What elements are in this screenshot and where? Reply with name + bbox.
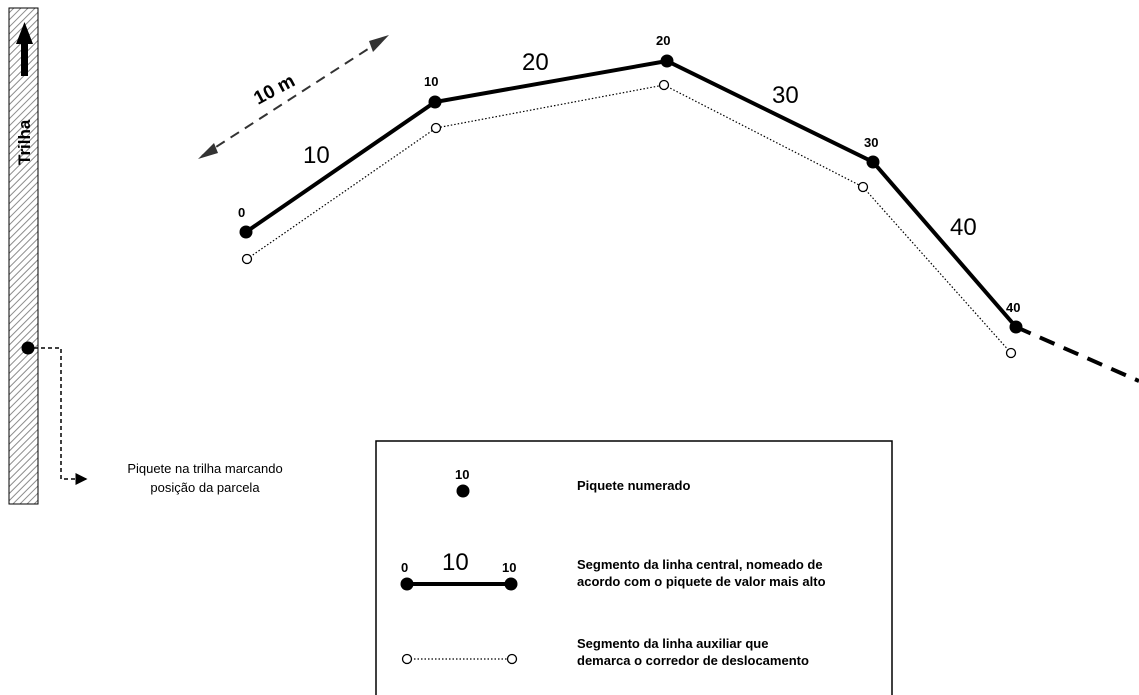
stake-label: 40 (1006, 300, 1020, 315)
trail-strip: Trilha (8, 7, 39, 505)
trail-callout-arrow (34, 347, 88, 485)
legend-central-end: 10 (502, 560, 516, 575)
scale-label: 10 m (250, 71, 298, 110)
stake-label: 20 (656, 33, 670, 48)
legend-stake-text: Piquete numerado (577, 478, 690, 493)
segment-label: 20 (522, 49, 549, 76)
segment-label: 30 (772, 82, 799, 109)
legend-central-start: 0 (401, 560, 408, 575)
central-line (244, 58, 1018, 329)
stake-marker (239, 225, 253, 239)
legend-stake-value: 10 (455, 467, 469, 482)
auxiliary-marker (1005, 347, 1017, 359)
legend-central-text-line2: acordo com o piquete de valor mais alto (577, 574, 826, 589)
stake-label: 10 (424, 74, 438, 89)
auxiliary-markers (241, 79, 1017, 359)
stake-marker (660, 54, 674, 68)
trail-note-line1: Piquete na trilha marcando (127, 461, 282, 476)
central-line-continuation (1015, 325, 1139, 383)
legend-aux-text-line1: Segmento da linha auxiliar que (577, 636, 768, 651)
central-stakes (239, 54, 1023, 334)
legend-aux-marker (506, 653, 518, 665)
stake-marker (428, 95, 442, 109)
trail-label: Trilha (15, 119, 34, 165)
stake-label: 30 (864, 135, 878, 150)
legend: 10 Piquete numerado 0 10 10 Segmento da … (375, 440, 893, 695)
trail-stake-marker (21, 341, 35, 355)
trail-direction-arrow-icon (16, 22, 33, 76)
scale-bar: 10 m (198, 35, 389, 159)
legend-aux-text-line2: demarca o corredor de deslocamento (577, 653, 809, 668)
legend-central-mid: 10 (442, 549, 469, 576)
trail-note-line2: posição da parcela (150, 480, 260, 495)
legend-central-marker (400, 577, 414, 591)
auxiliary-marker (658, 79, 670, 91)
legend-central-marker (504, 577, 518, 591)
auxiliary-line (246, 84, 1012, 354)
legend-stake-marker (456, 484, 470, 498)
legend-central-text-line1: Segmento da linha central, nomeado de (577, 557, 823, 572)
legend-aux-marker (401, 653, 413, 665)
auxiliary-marker (857, 181, 869, 193)
auxiliary-marker (241, 253, 253, 265)
segment-label: 10 (303, 142, 330, 169)
stake-marker (1009, 320, 1023, 334)
stake-marker (866, 155, 880, 169)
segment-label: 40 (950, 214, 977, 241)
stake-label: 0 (238, 205, 245, 220)
auxiliary-marker (430, 122, 442, 134)
